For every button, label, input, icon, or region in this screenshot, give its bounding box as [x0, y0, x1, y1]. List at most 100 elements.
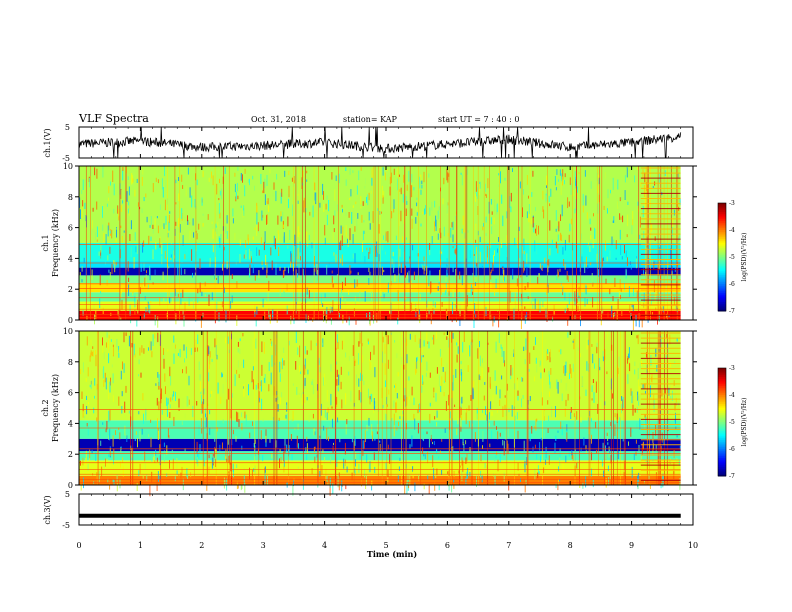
spectrogram-texture: [208, 294, 210, 306]
spectrogram-texture: [653, 280, 655, 293]
spectrogram-texture: [411, 185, 413, 198]
spectrogram-texture: [671, 385, 673, 389]
spectrogram-texture: [539, 360, 541, 367]
spectrogram-texture: [101, 275, 103, 281]
spectrogram-texture: [348, 316, 350, 326]
spectrogram-texture: [475, 223, 477, 231]
spectrogram-texture: [332, 418, 333, 428]
spectrogram-texture: [642, 441, 644, 450]
spectrogram-texture: [285, 404, 287, 410]
spectrogram-texture: [315, 192, 317, 205]
spectrogram-texture: [279, 373, 281, 382]
spectrogram-texture: [414, 482, 416, 492]
spectrogram-texture: [306, 287, 308, 295]
spectrogram-texture: [547, 400, 549, 405]
spectrogram-texture: [120, 205, 122, 212]
spectrogram-texture: [523, 440, 525, 452]
colorbar-step: [718, 257, 726, 260]
spectrogram-texture: [443, 226, 445, 237]
colorbar-step: [718, 213, 726, 217]
spectrogram-texture: [328, 200, 330, 212]
spectrogram-texture: [196, 424, 197, 436]
spectrogram-texture: [560, 183, 562, 196]
spectrogram-texture: [313, 435, 315, 438]
spectrogram-texture: [296, 387, 298, 395]
spectrogram-texture: [115, 238, 117, 243]
colorbar-step: [718, 395, 726, 398]
spectrogram-texture: [337, 205, 339, 213]
spectrogram-texture: [101, 466, 103, 477]
spectrogram-texture: [555, 483, 557, 488]
spectrogram-texture: [495, 385, 497, 395]
spectrogram-texture: [227, 457, 229, 461]
spectrogram-texture: [221, 188, 223, 200]
spectrogram-texture: [170, 397, 172, 402]
spectrogram-texture: [203, 399, 205, 405]
spectrogram-texture: [585, 195, 587, 206]
spectrogram-texture: [602, 258, 604, 267]
spectrogram-texture: [445, 277, 447, 283]
spectrogram-texture: [381, 211, 382, 214]
spectrogram-texture: [421, 385, 423, 393]
colorbar-step: [718, 387, 726, 391]
spectrogram-texture: [547, 349, 549, 354]
spectrogram-texture: [187, 220, 189, 225]
spectrogram-texture: [264, 194, 266, 205]
spectrogram-texture: [371, 177, 373, 186]
spectrogram-texture: [585, 450, 587, 454]
spectrogram-texture: [111, 364, 113, 368]
spectrogram-texture: [624, 452, 626, 461]
spectrogram-texture: [503, 449, 505, 456]
spectrogram-texture: [98, 471, 100, 483]
spectrogram-texture: [655, 348, 657, 357]
spectrogram-texture: [131, 448, 133, 458]
spectrogram-texture: [404, 337, 406, 343]
spectrogram-texture: [183, 344, 185, 351]
spectrogram-texture: [586, 212, 588, 220]
spectrogram-texture: [211, 347, 213, 350]
spectrogram-texture: [201, 401, 203, 414]
spectrogram-texture: [493, 255, 494, 265]
colorbar-tick-label: -4: [729, 227, 735, 234]
colorbar-tick-label: -7: [729, 308, 735, 315]
spectrogram-texture: [297, 193, 299, 196]
spectrogram-texture: [348, 355, 350, 361]
spectrogram-texture: [250, 381, 252, 384]
spectrogram-texture: [548, 370, 550, 377]
spectrogram-texture: [364, 468, 366, 478]
spectrogram-texture: [465, 266, 467, 275]
ch3-waveform-frame: [78, 493, 694, 526]
spectrogram-texture: [378, 254, 380, 262]
spectrogram-texture: [311, 468, 313, 475]
ch2-spectrogram-ylabel: Frequency (kHz): [51, 374, 60, 442]
spectrogram-texture: [168, 285, 170, 297]
spectrogram-texture: [354, 226, 356, 232]
spectrogram-texture: [643, 185, 645, 197]
spectrogram-texture: [393, 413, 395, 426]
spectrogram-texture: [434, 481, 436, 491]
spectrogram-texture: [297, 226, 299, 238]
spectrogram-texture: [667, 410, 669, 415]
spectrogram-texture: [331, 276, 333, 283]
spectrogram-texture: [517, 390, 519, 396]
spectrogram-texture: [205, 417, 207, 428]
spectrogram-texture: [536, 225, 537, 236]
spectrogram-texture: [304, 394, 306, 403]
spectrogram-texture: [314, 267, 316, 272]
spectrogram-texture: [591, 344, 593, 347]
spectrogram-texture: [479, 236, 481, 242]
spectrogram-texture: [524, 236, 526, 241]
spectrogram-texture: [87, 289, 89, 302]
spectrogram-texture: [219, 444, 221, 452]
spectrogram-texture: [547, 266, 549, 273]
spectrogram-texture: [292, 484, 294, 496]
spectrogram-texture: [336, 457, 338, 467]
spectrogram-texture: [636, 423, 638, 429]
spectrogram-texture: [362, 440, 364, 450]
spectrogram-texture: [461, 415, 463, 421]
spectrogram-texture: [466, 408, 468, 413]
spectrogram-texture: [406, 184, 408, 191]
colorbar-step: [718, 307, 726, 310]
spectrogram-texture: [283, 290, 285, 298]
spectrogram-texture: [351, 212, 353, 224]
